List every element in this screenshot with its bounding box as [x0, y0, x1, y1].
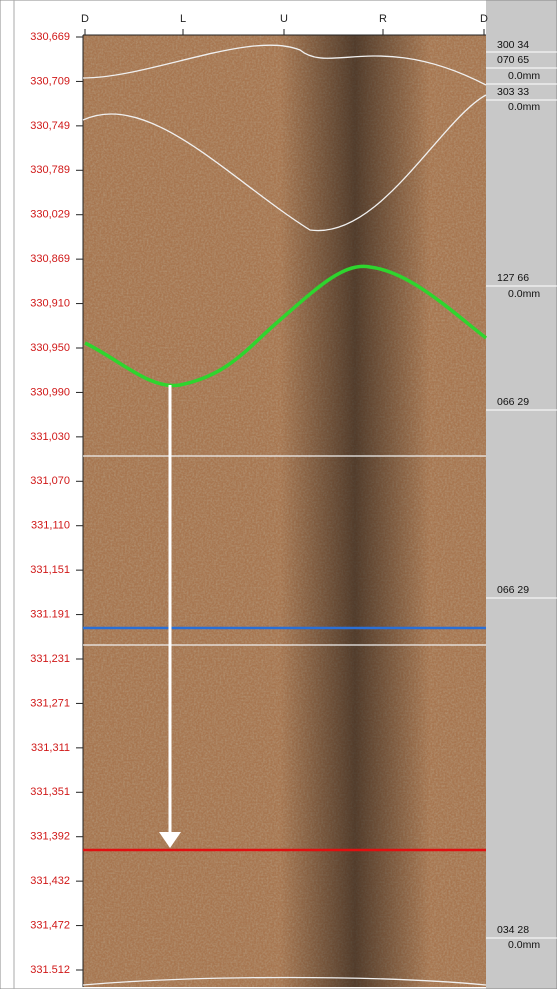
track-label: U: [280, 13, 288, 25]
arrow-head: [159, 832, 181, 848]
depth-label: 331,472: [30, 919, 70, 931]
depth-label: 330,749: [30, 120, 70, 132]
dark-band: [280, 35, 430, 987]
track-label: R: [379, 13, 387, 25]
annotation: 0.0mm: [508, 101, 540, 113]
depth-label: 330,910: [30, 297, 70, 309]
depth-label: 331,351: [30, 786, 70, 798]
depth-label: 331,271: [30, 697, 70, 709]
track-label: D: [81, 13, 89, 25]
depth-label: 331.191: [30, 608, 70, 620]
depth-label: 331,311: [31, 742, 70, 754]
annotation: 0.0mm: [508, 939, 540, 951]
annotation: 066 29: [497, 396, 529, 408]
annotation: 034 28: [497, 924, 529, 936]
annotation: 0.0mm: [508, 288, 540, 300]
depth-label: 331,432: [30, 875, 70, 887]
annotation: 127 66: [497, 272, 529, 284]
annotation: 066 29: [497, 584, 529, 596]
depth-label: 331,030: [30, 431, 70, 443]
annotation-panel: [486, 0, 557, 989]
depth-label: 330,669: [30, 31, 70, 43]
depth-label: 331.512: [30, 964, 70, 976]
depth-label: 330,990: [30, 386, 70, 398]
track-label: L: [180, 13, 186, 25]
depth-label: 330,709: [30, 75, 70, 87]
depth-label: 330,029: [30, 209, 70, 221]
depth-label: 331,392: [30, 831, 70, 843]
depth-label: 331,151: [30, 564, 70, 576]
depth-label: 330,950: [30, 342, 70, 354]
depth-label: 330,789: [30, 164, 70, 176]
annotation: 0.0mm: [508, 70, 540, 82]
annotation: 300 34: [497, 39, 529, 51]
depth-label: 330,869: [30, 253, 70, 265]
depth-label: 331,110: [31, 520, 70, 532]
green-sinusoid: [84, 264, 488, 388]
annotation: 303 33: [497, 86, 529, 98]
depth-label: 331,070: [30, 475, 70, 487]
annotation: 070 65: [497, 54, 529, 66]
track-label: D: [480, 13, 488, 25]
depth-label: 331,231: [30, 653, 70, 665]
white-sinusoids: [82, 44, 487, 986]
